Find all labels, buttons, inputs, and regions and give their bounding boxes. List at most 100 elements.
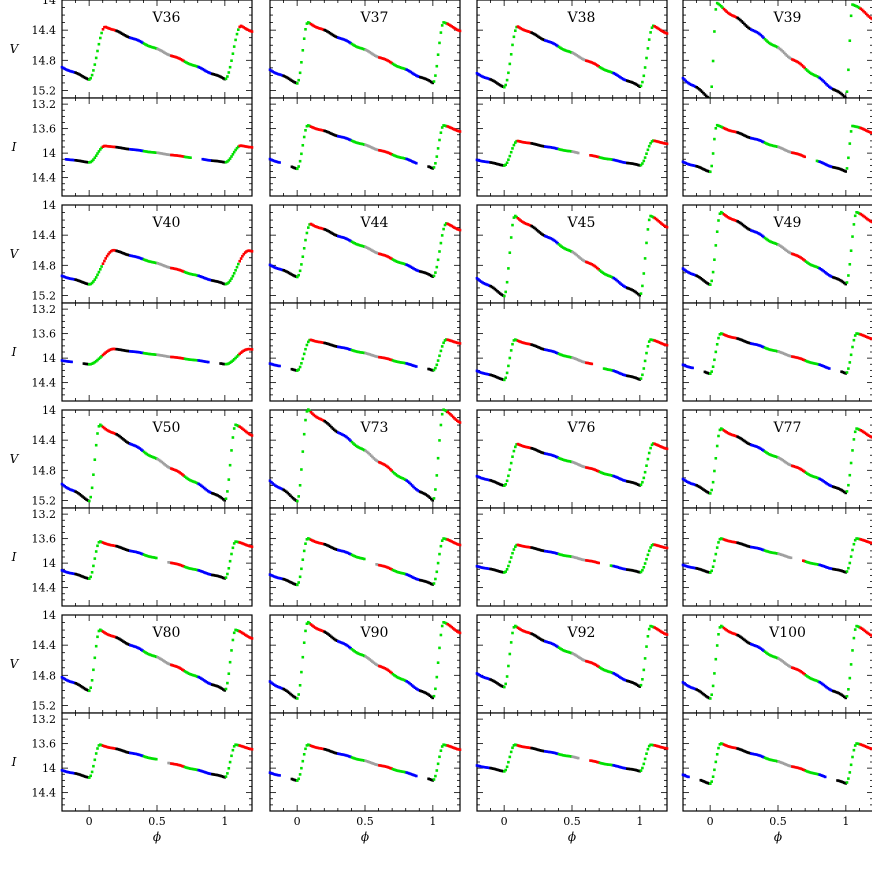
- data-point: [141, 649, 144, 652]
- data-point: [324, 543, 328, 547]
- data-point: [435, 570, 439, 574]
- data-point: [782, 51, 786, 55]
- data-point: [123, 147, 127, 150]
- data-point: [837, 487, 841, 490]
- data-point: [176, 356, 180, 359]
- data-point: [745, 226, 749, 230]
- v-axis-label: V: [10, 452, 20, 466]
- data-point: [361, 142, 365, 146]
- data-point: [246, 249, 250, 253]
- data-point: [305, 124, 309, 128]
- data-point: [179, 472, 183, 475]
- data-point: [585, 361, 588, 365]
- data-point: [859, 429, 862, 432]
- data-point: [844, 282, 847, 286]
- data-point: [105, 350, 109, 353]
- data-point: [246, 28, 250, 32]
- data-point: [696, 275, 700, 278]
- data-point: [596, 561, 599, 564]
- data-point: [438, 552, 441, 556]
- data-point: [739, 338, 742, 341]
- data-point: [737, 436, 741, 439]
- data-point: [496, 569, 499, 573]
- data-point: [737, 220, 741, 224]
- data-point: [305, 231, 309, 235]
- data-point: [412, 72, 415, 76]
- data-point: [278, 161, 281, 164]
- data-point: [368, 247, 372, 251]
- data-point: [413, 268, 417, 271]
- data-point: [681, 563, 685, 567]
- data-point: [168, 266, 172, 269]
- data-point: [367, 247, 370, 250]
- data-point: [852, 3, 856, 7]
- data-point: [479, 74, 483, 78]
- data-point: [302, 37, 306, 40]
- data-point: [579, 56, 583, 60]
- data-point: [367, 50, 370, 53]
- data-point: [100, 31, 103, 35]
- data-point: [216, 494, 220, 497]
- plot-frame: [476, 302, 668, 402]
- data-point: [718, 537, 722, 541]
- data-point: [632, 481, 636, 485]
- data-point: [789, 556, 793, 560]
- data-point: [800, 257, 804, 260]
- data-point: [376, 355, 380, 359]
- data-point: [238, 144, 241, 148]
- data-point: [149, 352, 153, 356]
- data-point: [217, 280, 221, 284]
- data-point: [845, 90, 849, 93]
- data-point: [821, 78, 824, 82]
- data-point: [605, 273, 609, 277]
- v-band-plot: V44: [268, 204, 462, 304]
- data-point: [741, 133, 745, 137]
- data-point: [751, 229, 754, 233]
- data-point: [168, 153, 172, 157]
- data-point: [802, 469, 805, 473]
- data-point: [268, 573, 272, 576]
- data-point: [300, 567, 303, 571]
- data-point: [867, 540, 871, 544]
- data-point: [684, 364, 687, 368]
- data-point: [582, 58, 585, 61]
- data-point: [504, 376, 507, 380]
- data-point: [85, 576, 88, 580]
- data-point: [615, 475, 618, 479]
- data-point: [120, 639, 124, 642]
- data-point: [604, 68, 607, 72]
- data-point: [616, 279, 620, 283]
- data-point: [537, 230, 540, 233]
- data-point: [67, 158, 71, 161]
- data-point: [197, 65, 200, 69]
- data-point: [643, 66, 647, 69]
- data-point: [167, 662, 170, 666]
- data-point: [339, 235, 343, 239]
- data-point: [146, 453, 150, 457]
- data-point: [88, 689, 91, 693]
- data-point: [628, 568, 632, 572]
- data-point: [559, 46, 562, 50]
- data-point: [747, 545, 750, 548]
- data-point: [565, 149, 569, 153]
- data-point: [624, 161, 628, 165]
- data-point: [574, 357, 577, 360]
- data-point: [94, 644, 98, 648]
- data-point: [785, 555, 789, 558]
- data-point: [163, 660, 166, 663]
- data-point: [541, 233, 544, 236]
- data-point: [722, 126, 726, 130]
- data-point: [762, 235, 765, 239]
- data-point: [232, 150, 236, 154]
- data-point: [114, 249, 117, 252]
- data-point: [458, 228, 462, 232]
- data-point: [342, 236, 346, 239]
- data-point: [777, 145, 780, 149]
- data-point: [189, 63, 192, 66]
- data-point: [823, 81, 827, 85]
- data-point: [726, 431, 730, 435]
- data-point: [806, 560, 809, 564]
- data-point: [283, 75, 287, 78]
- data-point: [108, 27, 112, 30]
